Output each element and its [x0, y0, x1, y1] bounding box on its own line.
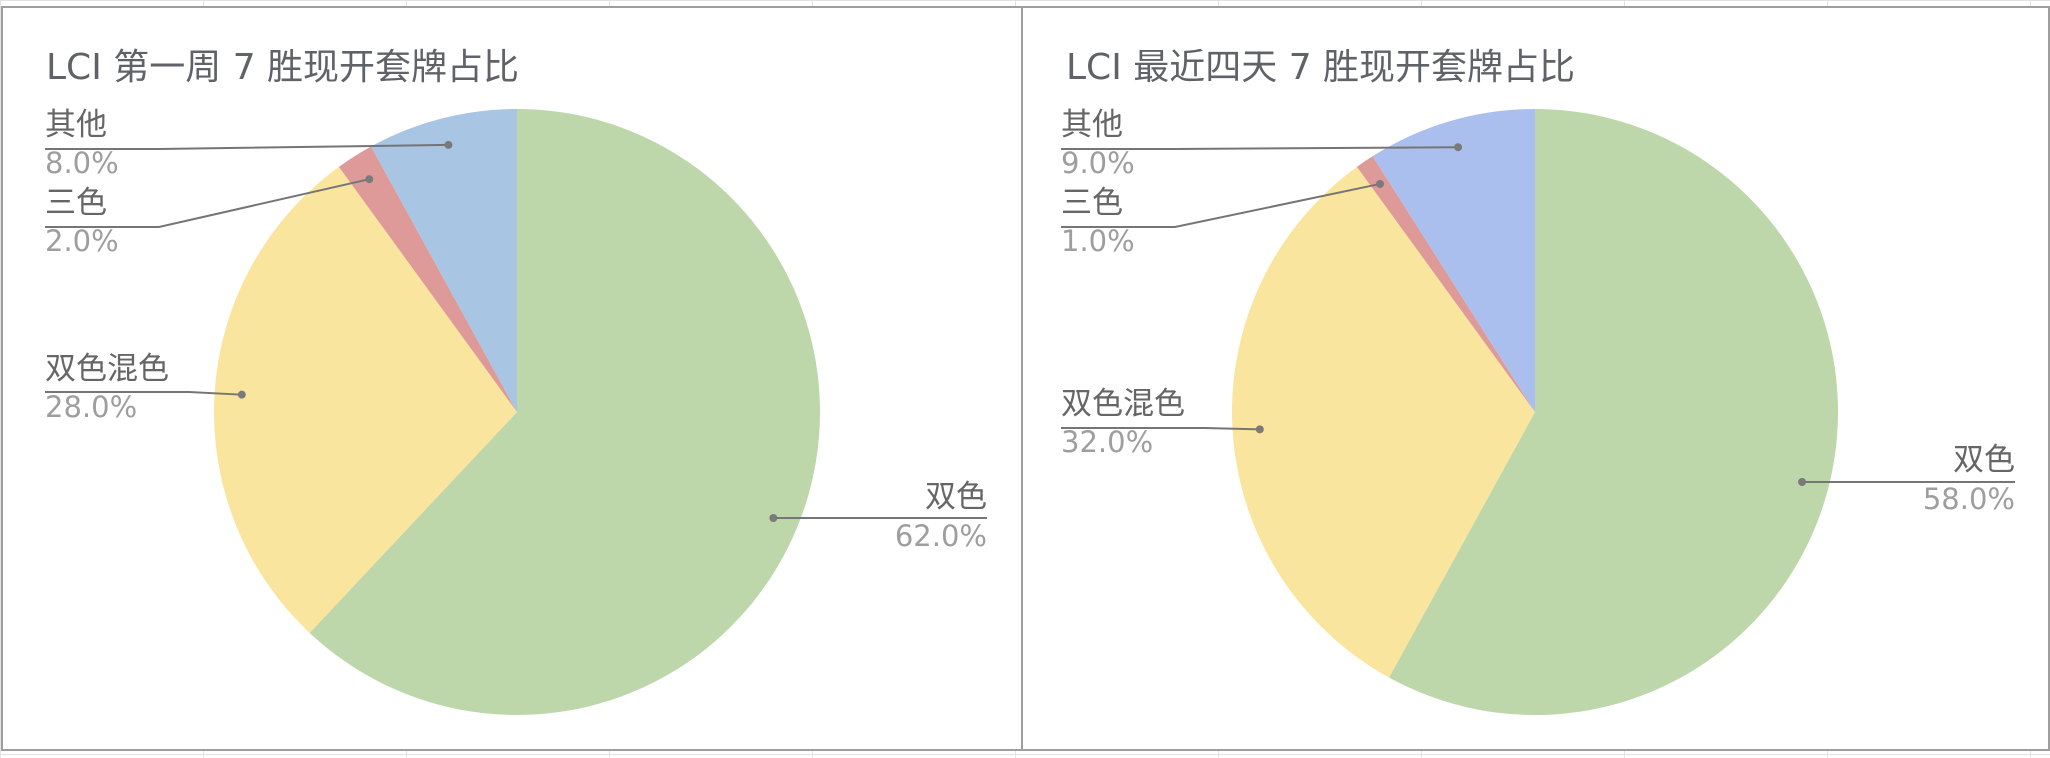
label-three-color: 三色1.0%: [1061, 179, 1385, 258]
leader-dot: [1255, 425, 1264, 434]
leader-line: [1061, 146, 1459, 150]
leader-dot: [365, 175, 374, 184]
slice-other[interactable]: [371, 109, 517, 412]
leader-line: [1061, 182, 1381, 228]
label-two-color: 双色 62.0%: [769, 479, 987, 553]
chart-title: LCI 第一周 7 胜现开套牌占比: [46, 47, 520, 88]
slice-percentage: 9.0%: [1061, 146, 1135, 180]
label-other: 其他8.0%: [45, 107, 453, 180]
chart-recent-four-days[interactable]: LCI 最近四天 7 胜现开套牌占比 双色 58.0% 双色混色 32.0% 三色 1.0…: [1021, 6, 2050, 751]
slice-percentage: 58.0%: [1923, 482, 2015, 516]
slice-label: 三色: [45, 185, 107, 221]
slice-label: 双色: [1953, 442, 2015, 478]
leader-line: [45, 178, 370, 228]
slice-percentage: 62.0%: [895, 519, 987, 553]
leader-dot: [769, 514, 778, 522]
label-two-color: 双色 58.0%: [1798, 442, 2015, 516]
slice-label: 双色混色: [45, 351, 169, 387]
slice-percentage: 1.0%: [1061, 224, 1135, 258]
slice-two-color[interactable]: [1389, 109, 1838, 715]
leader-dot: [1376, 179, 1385, 188]
leader-line: [45, 391, 242, 396]
slice-percentage: 28.0%: [45, 390, 137, 424]
chart-first-week[interactable]: LCI 第一周 7 胜现开套牌占比 双色 62.0% 双色混色 28.0% 三色 2.0%…: [1, 6, 1023, 751]
slice-percentage: 2.0%: [45, 224, 119, 258]
slice-label: 双色: [925, 479, 987, 515]
slice-label: 其他: [1061, 107, 1123, 143]
slice-three-color[interactable]: [338, 146, 517, 413]
slice-two-color-mixed[interactable]: [1232, 166, 1535, 678]
leader-dot: [444, 140, 453, 149]
slice-label: 双色混色: [1061, 386, 1185, 422]
leader-line: [45, 143, 449, 150]
slice-two-color[interactable]: [309, 109, 820, 715]
slice-percentage: 8.0%: [45, 146, 119, 180]
leader-dot: [1454, 143, 1463, 152]
leader-line: [1061, 427, 1260, 431]
slice-two-color-mixed[interactable]: [213, 166, 517, 633]
label-other: 其他9.0%: [1061, 107, 1463, 180]
slice-label: 三色: [1061, 185, 1123, 221]
label-three-color: 三色2.0%: [45, 175, 374, 258]
leader-dot: [237, 390, 246, 399]
leader-dot: [1798, 478, 1807, 486]
chart-title: LCI 最近四天 7 胜现开套牌占比: [1066, 47, 1576, 88]
slice-three-color[interactable]: [1356, 156, 1535, 412]
slice-percentage: 32.0%: [1061, 425, 1153, 459]
slice-label: 其他: [45, 107, 107, 143]
slice-other[interactable]: [1372, 109, 1535, 412]
